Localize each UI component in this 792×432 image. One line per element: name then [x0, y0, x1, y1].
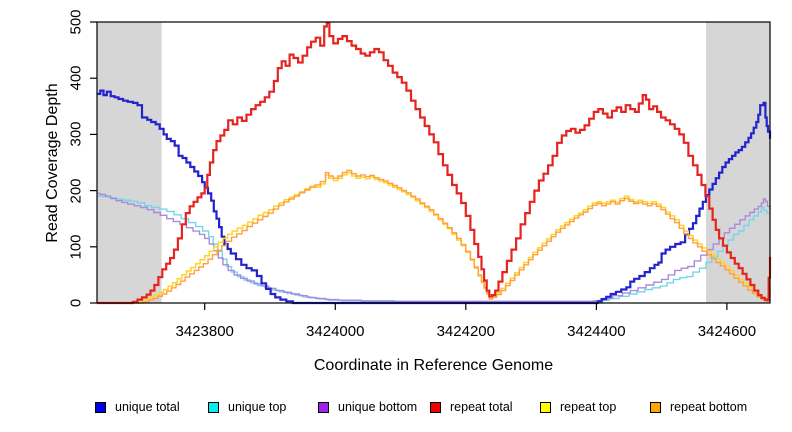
legend-label-repeat-total: repeat total [450, 400, 513, 414]
legend-item-unique-bottom: unique bottom [318, 399, 417, 415]
x-tick-label: 3424000 [306, 323, 365, 340]
legend-item-repeat-top: repeat top [540, 399, 616, 415]
y-tick-label: 200 [67, 178, 85, 204]
legend-swatch-repeat-total [430, 401, 441, 413]
y-tick-label: 300 [67, 121, 85, 147]
x-tick-label: 3424400 [567, 323, 626, 340]
legend-label-unique-bottom: unique bottom [338, 400, 418, 414]
legend-swatch-repeat-top [540, 401, 551, 413]
y-tick-label: 100 [67, 234, 85, 260]
legend-swatch-unique-top [208, 401, 219, 413]
plot-border [96, 21, 771, 304]
series-unique-bottom-line [97, 192, 771, 302]
legend-item-unique-top: unique top [208, 399, 286, 415]
y-tick-label: 400 [67, 65, 85, 91]
x-axis-title: Coordinate in Reference Genome [313, 357, 554, 374]
legend-item-repeat-total: repeat total [430, 399, 513, 415]
y-axis-title: Read Coverage Depth [44, 83, 61, 243]
legend-swatch-unique-total [95, 401, 106, 413]
legend-item-repeat-bottom: repeat bottom [650, 399, 747, 415]
shaded-region [706, 22, 770, 303]
series-repeat-bottom-line [97, 169, 771, 304]
x-tick-label: 3423800 [175, 323, 234, 340]
x-tick-label: 3424600 [697, 323, 757, 340]
y-tick-label: 0 [67, 298, 85, 308]
legend-label-unique-total: unique total [115, 400, 180, 414]
legend-item-unique-total: unique total [95, 399, 180, 415]
series-repeat-total-line [97, 22, 772, 305]
legend-label-repeat-top: repeat top [560, 400, 617, 414]
x-tick-label: 3424200 [436, 323, 495, 340]
legend-swatch-unique-bottom [318, 401, 329, 413]
legend-label-repeat-bottom: repeat bottom [670, 400, 748, 414]
legend-swatch-repeat-bottom [650, 401, 661, 413]
series-repeat-top-line [97, 171, 771, 304]
y-tick-label: 500 [67, 9, 85, 35]
legend-label-unique-top: unique top [228, 400, 287, 414]
shaded-region [97, 22, 162, 303]
